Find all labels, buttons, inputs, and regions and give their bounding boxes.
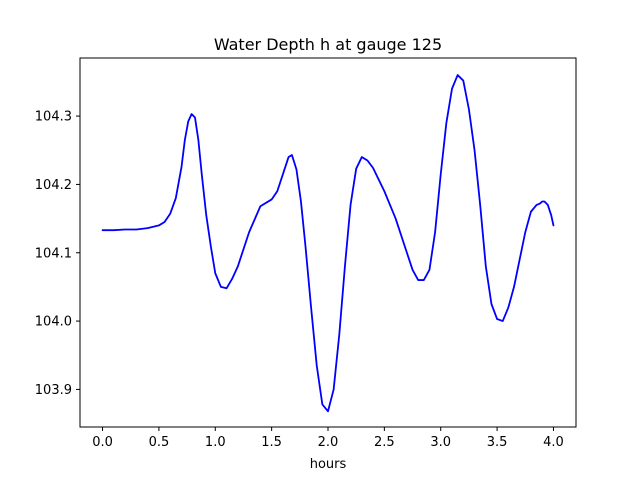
plot-area [101,74,555,413]
axes: 0.0 0.5 1.0 1.5 2.0 2.5 3.0 3.5 4.0 103.9 104.0 104… [35,57,577,450]
x-tick-label: 3.0 [430,435,451,450]
x-tick-label: 1.5 [261,435,282,450]
y-tick-label: 104.2 [35,178,72,193]
x-tick-label: 2.5 [374,435,395,450]
x-tick-label: 1.0 [205,435,226,450]
y-tick-label: 104.0 [35,315,72,330]
x-tick-label: 0.0 [92,435,113,450]
x-tick-label: 4.0 [543,435,564,450]
y-tick-label: 103.9 [35,383,72,398]
series-line-1 [101,74,555,413]
y-tick-label: 104.3 [35,110,72,125]
x-axis-label: hours [310,457,347,472]
x-tick-label: 3.5 [487,435,508,450]
y-tick-label: 104.1 [35,246,72,261]
x-tick-label: 2.0 [318,435,339,450]
x-tick-label: 0.5 [149,435,170,450]
chart-title: Water Depth h at gauge 125 [214,35,442,54]
